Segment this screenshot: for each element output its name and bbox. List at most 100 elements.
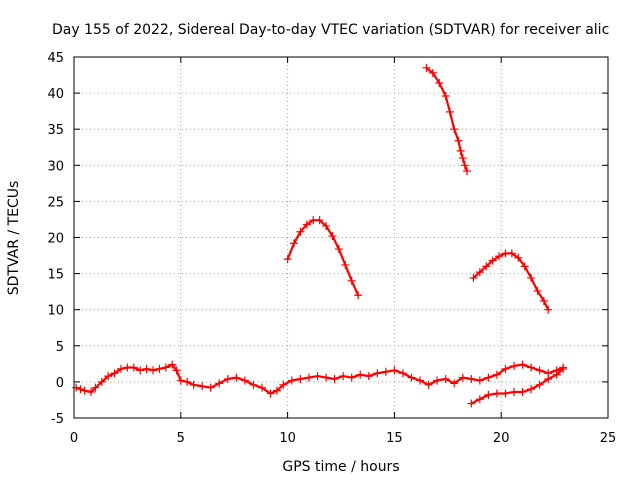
x-tick-label: 15 [386,431,403,446]
x-tick-label: 0 [70,431,78,446]
y-tick-label: 40 [47,87,64,102]
data-point [441,375,450,384]
data-point [296,375,305,384]
data-point [87,388,96,397]
chart-title: Day 155 of 2022, Sidereal Day-to-day VTE… [52,22,609,38]
data-point [322,221,331,230]
y-tick-label: 0 [56,376,64,391]
data-point [475,268,484,277]
data-point [296,227,305,236]
data-point [514,253,523,262]
data-point [539,297,548,306]
series-arc-1 [283,216,363,300]
x-tick-label: 25 [600,431,617,446]
data-point [354,291,363,300]
y-tick-label: 10 [47,304,64,319]
data-point [304,373,313,382]
data-point [72,383,81,392]
data-point [467,375,476,384]
data-point [559,364,568,373]
data-point [339,372,348,381]
data-point [501,389,510,398]
data-point [373,369,382,378]
data-point [435,78,444,87]
data-point [482,262,491,271]
x-tick-label: 5 [177,431,185,446]
data-point [356,370,365,379]
data-point [172,366,181,375]
data-point [501,364,510,373]
data-point [424,380,433,389]
data-point [518,360,527,369]
data-series [72,63,568,408]
data-point [484,373,493,382]
data-point [116,364,125,373]
data-point [313,372,322,381]
series-lower-branch [467,364,568,408]
data-point [249,380,258,389]
axis-ticks: 0 5 10 15 20 25 -5 0 5 10 15 20 25 30 35 40 45 [47,51,616,446]
data-point [240,376,249,385]
y-axis-label: SDTVAR / TECUs [6,181,22,296]
data-point [330,375,339,384]
series-arc-3 [469,249,553,314]
data-point [266,389,275,398]
data-point [149,366,158,375]
data-point [467,399,476,408]
data-point [198,382,207,391]
data-point [454,136,463,145]
series-baseline [72,360,568,398]
data-point [283,255,292,264]
y-tick-label: 5 [56,340,64,355]
data-point [428,68,437,77]
data-point [527,363,536,372]
data-point [215,379,224,388]
data-point [535,366,544,375]
series-line [286,219,360,297]
y-tick-label: 30 [47,159,64,174]
y-tick-label: 15 [47,268,64,283]
data-point [552,370,561,379]
data-point [450,125,459,134]
data-point [290,239,299,248]
data-point [257,383,266,392]
data-point [129,363,138,372]
series-line [472,252,550,311]
data-point [433,376,442,385]
data-point [223,375,232,384]
data-point [544,375,553,384]
x-tick-label: 20 [493,431,510,446]
data-point [458,373,467,382]
data-point [347,276,356,285]
x-axis-label: GPS time / hours [282,459,399,475]
data-point [155,364,164,373]
series-arc-2 [422,63,472,176]
data-point [232,373,241,382]
data-point [456,146,465,155]
data-point [445,107,454,116]
x-tick-label: 10 [279,431,296,446]
data-point [390,366,399,375]
data-point [381,367,390,376]
data-point [398,369,407,378]
data-point [527,273,536,282]
data-point [510,362,519,371]
data-point [322,373,331,382]
data-point [287,376,296,385]
data-point [463,167,472,176]
data-point [334,245,343,254]
data-point [458,154,467,163]
series-line [470,367,565,405]
data-point [460,161,469,170]
data-point [272,386,281,395]
data-point [341,260,350,269]
data-point [168,360,177,369]
data-point [520,262,529,271]
data-point [533,286,542,295]
data-point [142,364,151,373]
data-point [475,395,484,404]
y-tick-label: -5 [51,412,64,427]
data-point [492,389,501,398]
y-tick-label: 20 [47,232,64,247]
